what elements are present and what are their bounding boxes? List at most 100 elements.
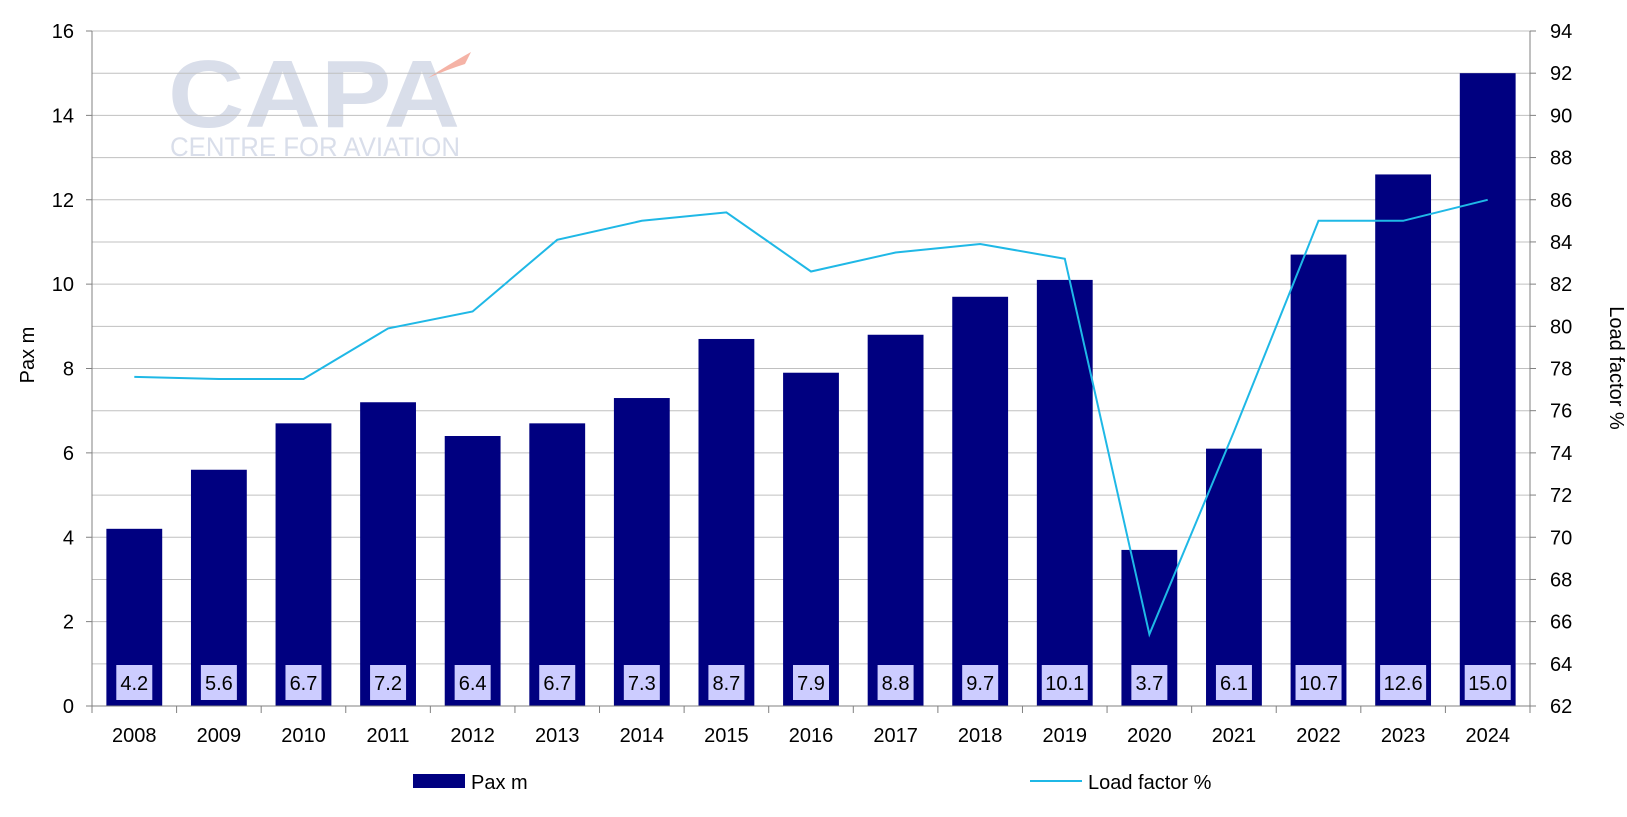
data-label: 9.7 bbox=[966, 673, 994, 695]
data-label: 12.6 bbox=[1384, 673, 1423, 695]
legend-swatch-pax bbox=[413, 774, 465, 788]
data-label: 8.7 bbox=[713, 673, 741, 695]
y-tick-label: 16 bbox=[52, 21, 74, 43]
x-tick-label: 2015 bbox=[704, 725, 749, 747]
data-label-box bbox=[623, 665, 660, 700]
data-label-box bbox=[1041, 665, 1088, 700]
data-label-box bbox=[370, 665, 407, 700]
bar bbox=[1206, 448, 1262, 706]
data-label: 4.2 bbox=[120, 673, 148, 695]
y2-tick-label: 80 bbox=[1550, 316, 1572, 338]
data-label: 15.0 bbox=[1468, 673, 1507, 695]
data-label: 7.2 bbox=[374, 673, 402, 695]
watermark-tagline: CENTRE FOR AVIATION bbox=[170, 132, 460, 162]
y-tick-label: 12 bbox=[52, 190, 74, 212]
y2-tick-label: 94 bbox=[1550, 21, 1572, 43]
x-tick-label: 2016 bbox=[789, 725, 834, 747]
x-tick-label: 2013 bbox=[535, 725, 580, 747]
data-label-box bbox=[454, 665, 491, 700]
legend: Pax m Load factor % bbox=[413, 772, 1212, 794]
bar bbox=[1375, 174, 1432, 706]
bar bbox=[613, 398, 670, 706]
bar bbox=[360, 402, 416, 706]
y2-tick-label: 76 bbox=[1550, 401, 1572, 423]
data-label-box bbox=[200, 665, 237, 700]
watermark: CAPA CENTRE FOR AVIATION bbox=[168, 41, 471, 162]
data-label-box bbox=[1464, 665, 1511, 700]
y2-tick-label: 82 bbox=[1550, 274, 1572, 296]
bar bbox=[783, 372, 839, 706]
y2-tick-label: 86 bbox=[1550, 190, 1572, 212]
bar bbox=[1290, 254, 1347, 706]
data-label-box bbox=[1131, 665, 1168, 700]
data-label-box bbox=[877, 665, 914, 700]
x-tick-label: 2021 bbox=[1212, 725, 1257, 747]
bar bbox=[275, 423, 332, 706]
y-tick-label: 4 bbox=[63, 527, 74, 549]
data-label-box bbox=[793, 665, 829, 700]
data-label-box bbox=[708, 665, 745, 700]
y2-tick-label: 90 bbox=[1550, 105, 1572, 127]
x-tick-label: 2017 bbox=[873, 725, 918, 747]
watermark-swoosh-icon bbox=[428, 52, 471, 78]
data-label-box bbox=[1215, 665, 1252, 700]
x-tick-label: 2008 bbox=[112, 725, 157, 747]
data-label: 6.7 bbox=[290, 673, 318, 695]
y-tick-label: 0 bbox=[63, 696, 74, 718]
y-tick-label: 6 bbox=[63, 443, 74, 465]
y-tick-label: 8 bbox=[63, 359, 74, 381]
bar bbox=[952, 296, 1009, 706]
data-label-box bbox=[1380, 665, 1427, 700]
y2-axis-title: Load factor % bbox=[1605, 306, 1627, 430]
x-tick-label: 2010 bbox=[281, 725, 326, 747]
data-label-box bbox=[1295, 665, 1342, 700]
bar bbox=[698, 338, 755, 706]
data-label: 6.1 bbox=[1220, 673, 1248, 695]
x-tick-label: 2009 bbox=[197, 725, 242, 747]
load-factor-line-layer bbox=[134, 198, 1488, 638]
data-label: 5.6 bbox=[205, 673, 233, 695]
x-tick-label: 2024 bbox=[1465, 725, 1510, 747]
data-labels: 4.2 5.6 6.7 7.2 6.4 6.7 7.3 8.7 7.9 8.8 9.7 10.1 3.7… bbox=[116, 665, 1511, 700]
y2-tick-label: 74 bbox=[1550, 443, 1572, 465]
y-tick-label: 2 bbox=[63, 612, 74, 634]
data-label-box bbox=[962, 665, 999, 700]
axes: 0246810121416626466687072747678808284868… bbox=[52, 21, 1573, 747]
x-tick-label: 2014 bbox=[620, 725, 665, 747]
y-axis-title: Pax m bbox=[17, 327, 39, 384]
y2-tick-label: 62 bbox=[1550, 696, 1572, 718]
data-label-box bbox=[539, 665, 576, 700]
data-label: 6.4 bbox=[459, 673, 487, 695]
data-label: 7.9 bbox=[797, 673, 825, 695]
data-label: 7.3 bbox=[628, 673, 656, 695]
y2-tick-label: 66 bbox=[1550, 612, 1572, 634]
bars bbox=[106, 73, 1516, 706]
x-tick-label: 2012 bbox=[450, 725, 495, 747]
data-label: 10.1 bbox=[1045, 673, 1084, 695]
x-tick-label: 2011 bbox=[367, 725, 410, 747]
data-label: 10.7 bbox=[1299, 673, 1338, 695]
y2-tick-label: 72 bbox=[1550, 485, 1572, 507]
bar bbox=[867, 334, 924, 706]
legend-label-load-factor: Load factor % bbox=[1088, 772, 1212, 794]
y-tick-label: 10 bbox=[52, 274, 74, 296]
legend-label-pax: Pax m bbox=[471, 772, 528, 794]
y2-tick-label: 78 bbox=[1550, 359, 1572, 381]
x-tick-label: 2018 bbox=[958, 725, 1003, 747]
y2-tick-label: 92 bbox=[1550, 63, 1572, 85]
x-tick-label: 2019 bbox=[1043, 725, 1088, 747]
watermark-brand: CAPA bbox=[168, 41, 460, 148]
load-factor-line bbox=[134, 198, 1488, 638]
x-tick-label: 2023 bbox=[1381, 725, 1426, 747]
data-label: 6.7 bbox=[543, 673, 571, 695]
x-tick-label: 2020 bbox=[1127, 725, 1172, 747]
bar bbox=[529, 423, 586, 706]
x-tick-label: 2022 bbox=[1296, 725, 1341, 747]
data-label-box bbox=[116, 665, 153, 700]
data-label: 8.8 bbox=[882, 673, 910, 695]
bar bbox=[1036, 279, 1093, 706]
y2-tick-label: 84 bbox=[1550, 232, 1572, 254]
y2-tick-label: 64 bbox=[1550, 654, 1572, 676]
y2-tick-label: 88 bbox=[1550, 148, 1572, 170]
